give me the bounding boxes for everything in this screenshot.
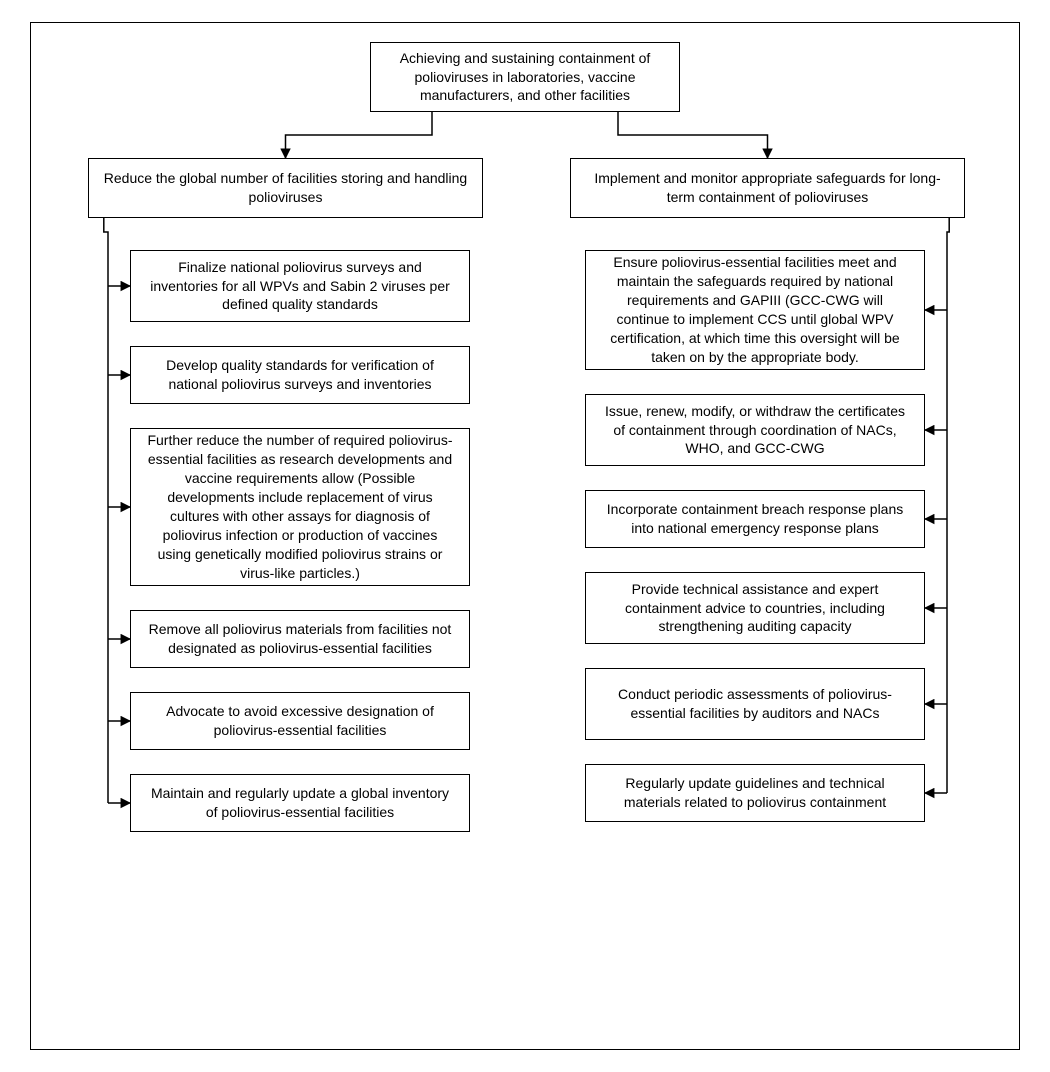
box-r6: Regularly update guidelines and technica… <box>585 764 925 822</box>
box-l4: Remove all poliovirus materials from fac… <box>130 610 470 668</box>
flowchart-canvas: Achieving and sustaining containment of … <box>0 0 1050 1072</box>
box-left_main: Reduce the global number of facilities s… <box>88 158 483 218</box>
box-r4: Provide technical assistance and expert … <box>585 572 925 644</box>
box-r3: Incorporate containment breach response … <box>585 490 925 548</box>
box-l3: Further reduce the number of required po… <box>130 428 470 586</box>
box-l1: Finalize national poliovirus surveys and… <box>130 250 470 322</box>
box-r2: Issue, renew, modify, or withdraw the ce… <box>585 394 925 466</box>
box-root: Achieving and sustaining containment of … <box>370 42 680 112</box>
box-l6: Maintain and regularly update a global i… <box>130 774 470 832</box>
box-r1: Ensure poliovirus-essential facilities m… <box>585 250 925 370</box>
box-right_main: Implement and monitor appropriate safegu… <box>570 158 965 218</box>
box-r5: Conduct periodic assessments of poliovir… <box>585 668 925 740</box>
box-l5: Advocate to avoid excessive designation … <box>130 692 470 750</box>
box-l2: Develop quality standards for verificati… <box>130 346 470 404</box>
